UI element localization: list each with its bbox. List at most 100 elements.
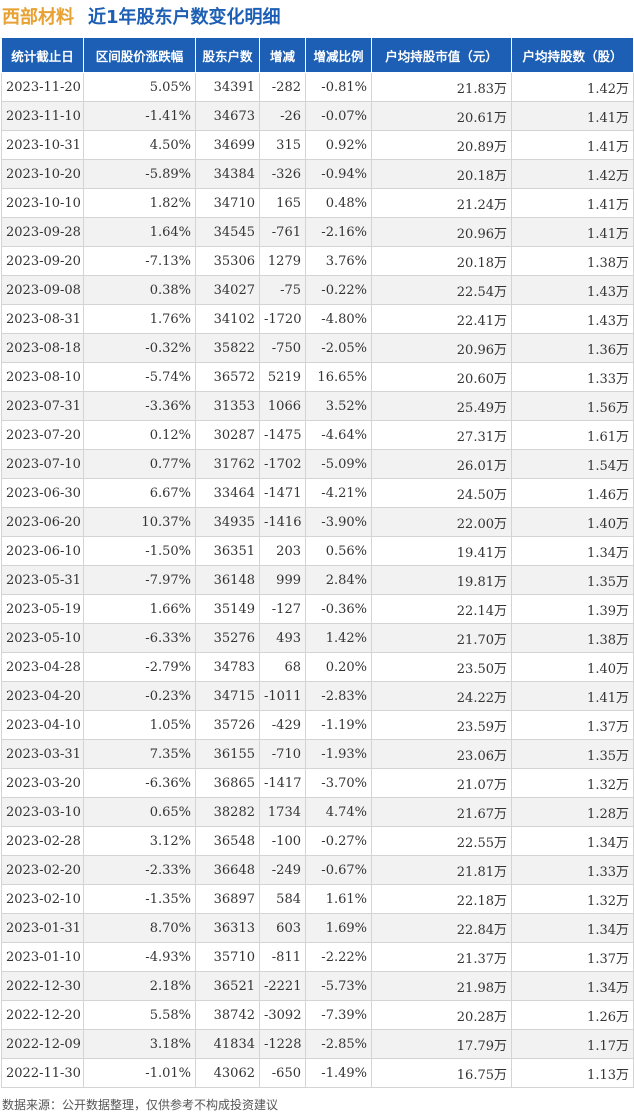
cell-avg-shares: 1.39万 bbox=[511, 594, 634, 624]
cell-avg-shares: 1.37万 bbox=[511, 942, 634, 972]
cell-holders: 34102 bbox=[195, 304, 260, 334]
cell-ratio: 0.48% bbox=[305, 188, 372, 218]
table-row: 2023-07-10 0.77% 31762 -1702 -5.09% 26.01万 1.5… bbox=[1, 449, 634, 479]
table-row: 2023-05-19 1.66% 35149 -127 -0.36% 22.14万 1.39… bbox=[1, 594, 634, 624]
cell-price-change: 7.35% bbox=[83, 739, 196, 769]
cell-date: 2023-05-10 bbox=[1, 623, 84, 653]
cell-diff: 1279 bbox=[259, 246, 306, 276]
cell-holders: 34935 bbox=[195, 507, 260, 537]
cell-avg-shares: 1.54万 bbox=[511, 449, 634, 479]
cell-holders: 36572 bbox=[195, 362, 260, 392]
cell-date: 2023-06-10 bbox=[1, 536, 84, 566]
cell-holders: 35306 bbox=[195, 246, 260, 276]
cell-diff: 68 bbox=[259, 652, 306, 682]
cell-holders: 36548 bbox=[195, 826, 260, 856]
cell-holders: 34715 bbox=[195, 681, 260, 711]
cell-ratio: 2.84% bbox=[305, 565, 372, 595]
cell-price-change: 1.64% bbox=[83, 217, 196, 247]
cell-date: 2023-09-28 bbox=[1, 217, 84, 247]
cell-ratio: 1.69% bbox=[305, 913, 372, 943]
cell-price-change: -1.50% bbox=[83, 536, 196, 566]
cell-holders: 36648 bbox=[195, 855, 260, 885]
cell-price-change: 3.18% bbox=[83, 1029, 196, 1059]
cell-holders: 38742 bbox=[195, 1000, 260, 1030]
cell-avg-value: 24.50万 bbox=[371, 478, 512, 508]
cell-diff: -811 bbox=[259, 942, 306, 972]
footer-note: 数据来源：公开数据整理，仅供参考不构成投资建议 bbox=[2, 1098, 279, 1112]
cell-avg-value: 22.18万 bbox=[371, 884, 512, 914]
cell-ratio: -0.36% bbox=[305, 594, 372, 624]
cell-price-change: -5.89% bbox=[83, 159, 196, 189]
cell-diff: -2221 bbox=[259, 971, 306, 1001]
cell-diff: 5219 bbox=[259, 362, 306, 392]
cell-avg-shares: 1.42万 bbox=[511, 159, 634, 189]
cell-diff: -761 bbox=[259, 217, 306, 247]
cell-holders: 35149 bbox=[195, 594, 260, 624]
cell-date: 2023-08-31 bbox=[1, 304, 84, 334]
table-row: 2023-08-18 -0.32% 35822 -750 -2.05% 20.96万 1.3… bbox=[1, 333, 634, 363]
cell-ratio: -5.09% bbox=[305, 449, 372, 479]
cell-holders: 34391 bbox=[195, 72, 260, 102]
table-row: 2023-11-20 5.05% 34391 -282 -0.81% 21.83万 1.42… bbox=[1, 72, 634, 102]
cell-ratio: 0.56% bbox=[305, 536, 372, 566]
cell-price-change: -1.01% bbox=[83, 1058, 196, 1088]
cell-ratio: -0.07% bbox=[305, 101, 372, 131]
cell-date: 2023-01-31 bbox=[1, 913, 84, 943]
table-row: 2023-01-31 8.70% 36313 603 1.69% 22.84万 1.34万 bbox=[1, 913, 634, 943]
cell-avg-shares: 1.41万 bbox=[511, 130, 634, 160]
cell-avg-shares: 1.43万 bbox=[511, 304, 634, 334]
cell-date: 2023-05-31 bbox=[1, 565, 84, 595]
cell-diff: -26 bbox=[259, 101, 306, 131]
cell-avg-shares: 1.35万 bbox=[511, 565, 634, 595]
table-row: 2023-03-20 -6.36% 36865 -1417 -3.70% 21.07万 1.… bbox=[1, 768, 634, 798]
cell-avg-shares: 1.40万 bbox=[511, 507, 634, 537]
table-row: 2023-04-10 1.05% 35726 -429 -1.19% 23.59万 1.37… bbox=[1, 710, 634, 740]
cell-avg-shares: 1.41万 bbox=[511, 188, 634, 218]
cell-diff: -127 bbox=[259, 594, 306, 624]
cell-date: 2023-02-28 bbox=[1, 826, 84, 856]
cell-diff: -710 bbox=[259, 739, 306, 769]
cell-price-change: 1.76% bbox=[83, 304, 196, 334]
cell-price-change: 1.82% bbox=[83, 188, 196, 218]
cell-avg-value: 22.41万 bbox=[371, 304, 512, 334]
shareholder-table: 统计截止日 区间股价涨跌幅 股东户数 增减 增减比例 户均持股市值（元） 户均持… bbox=[1, 37, 634, 1088]
cell-date: 2023-09-20 bbox=[1, 246, 84, 276]
cell-avg-shares: 1.34万 bbox=[511, 536, 634, 566]
cell-diff: -3092 bbox=[259, 1000, 306, 1030]
cell-diff: -1416 bbox=[259, 507, 306, 537]
cell-holders: 36148 bbox=[195, 565, 260, 595]
cell-holders: 36865 bbox=[195, 768, 260, 798]
cell-holders: 34384 bbox=[195, 159, 260, 189]
cell-holders: 36155 bbox=[195, 739, 260, 769]
table-row: 2023-10-31 4.50% 34699 315 0.92% 20.89万 1.41万 bbox=[1, 130, 634, 160]
cell-avg-value: 22.55万 bbox=[371, 826, 512, 856]
cell-diff: -1471 bbox=[259, 478, 306, 508]
cell-ratio: -1.93% bbox=[305, 739, 372, 769]
cell-diff: -1228 bbox=[259, 1029, 306, 1059]
cell-avg-value: 22.84万 bbox=[371, 913, 512, 943]
col-header-holders: 股东户数 bbox=[195, 37, 260, 73]
cell-avg-value: 20.61万 bbox=[371, 101, 512, 131]
cell-diff: 584 bbox=[259, 884, 306, 914]
table-body: 2023-11-20 5.05% 34391 -282 -0.81% 21.83万 1.42… bbox=[1, 72, 634, 1088]
cell-diff: -75 bbox=[259, 275, 306, 305]
cell-diff: 315 bbox=[259, 130, 306, 160]
cell-ratio: 3.52% bbox=[305, 391, 372, 421]
cell-avg-shares: 1.32万 bbox=[511, 768, 634, 798]
cell-ratio: -2.05% bbox=[305, 333, 372, 363]
cell-ratio: 16.65% bbox=[305, 362, 372, 392]
cell-diff: -1417 bbox=[259, 768, 306, 798]
cell-avg-value: 21.37万 bbox=[371, 942, 512, 972]
table-row: 2023-01-10 -4.93% 35710 -811 -2.22% 21.37万 1.3… bbox=[1, 942, 634, 972]
cell-date: 2022-12-09 bbox=[1, 1029, 84, 1059]
cell-ratio: -4.21% bbox=[305, 478, 372, 508]
cell-date: 2023-01-10 bbox=[1, 942, 84, 972]
cell-date: 2023-06-30 bbox=[1, 478, 84, 508]
cell-avg-shares: 1.34万 bbox=[511, 913, 634, 943]
cell-holders: 34027 bbox=[195, 275, 260, 305]
cell-avg-value: 20.96万 bbox=[371, 217, 512, 247]
cell-avg-value: 21.67万 bbox=[371, 797, 512, 827]
cell-price-change: 0.12% bbox=[83, 420, 196, 450]
table-row: 2023-06-20 10.37% 34935 -1416 -3.90% 22.00万 1.… bbox=[1, 507, 634, 537]
cell-avg-shares: 1.40万 bbox=[511, 652, 634, 682]
